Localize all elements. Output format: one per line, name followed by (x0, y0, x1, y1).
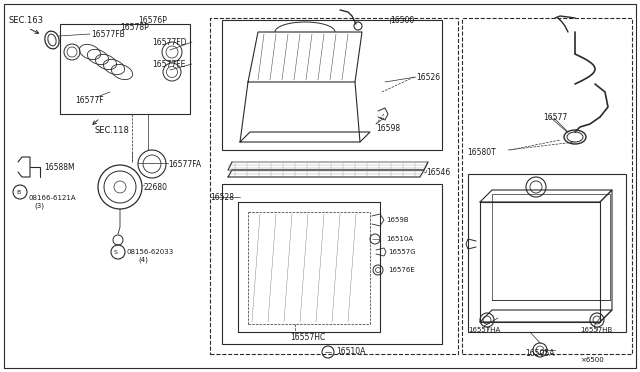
Text: 16577FE: 16577FE (152, 60, 186, 68)
Text: 16577FA: 16577FA (168, 160, 201, 169)
Text: SEC.163: SEC.163 (8, 16, 43, 25)
Text: 16557HA: 16557HA (468, 327, 500, 333)
Text: 16510A: 16510A (336, 347, 365, 356)
Text: 16577F: 16577F (75, 96, 104, 105)
Text: 16557HC: 16557HC (290, 333, 325, 341)
Bar (222, 20, 442, 150)
Text: 1659B: 1659B (386, 217, 408, 223)
Text: 16580T: 16580T (467, 148, 496, 157)
Text: B: B (16, 189, 20, 195)
Text: 16528: 16528 (210, 192, 234, 202)
Text: 16588M: 16588M (44, 163, 75, 171)
Text: 16577FB: 16577FB (91, 29, 125, 38)
Bar (462, 18, 632, 354)
Text: 16598: 16598 (376, 124, 400, 132)
Text: 16505A: 16505A (525, 350, 554, 359)
Text: 16557HB: 16557HB (580, 327, 612, 333)
Bar (60, 24, 190, 114)
Text: 16500: 16500 (390, 16, 414, 25)
Text: 16578P: 16578P (120, 22, 148, 32)
Text: 16526: 16526 (416, 73, 440, 81)
Text: 08156-62033: 08156-62033 (126, 249, 173, 255)
Text: 08166-6121A: 08166-6121A (28, 195, 76, 201)
Text: 16576P: 16576P (138, 16, 167, 25)
Text: 16577: 16577 (543, 112, 567, 122)
Bar (222, 184, 442, 344)
Text: 16510A: 16510A (386, 236, 413, 242)
Text: SEC.118: SEC.118 (94, 125, 129, 135)
Text: ×6500: ×6500 (580, 357, 604, 363)
Text: (3): (3) (34, 203, 44, 209)
Bar (210, 18, 458, 354)
Text: 16546: 16546 (426, 167, 451, 176)
Text: 16576E: 16576E (388, 267, 415, 273)
Text: (4): (4) (138, 257, 148, 263)
Text: 16557G: 16557G (388, 249, 415, 255)
Text: 22680: 22680 (144, 183, 168, 192)
Text: S: S (114, 250, 118, 254)
Text: 16577FD: 16577FD (152, 38, 186, 46)
Bar (468, 174, 626, 332)
